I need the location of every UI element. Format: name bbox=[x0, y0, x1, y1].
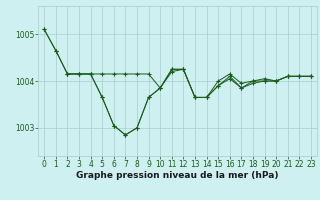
X-axis label: Graphe pression niveau de la mer (hPa): Graphe pression niveau de la mer (hPa) bbox=[76, 171, 279, 180]
